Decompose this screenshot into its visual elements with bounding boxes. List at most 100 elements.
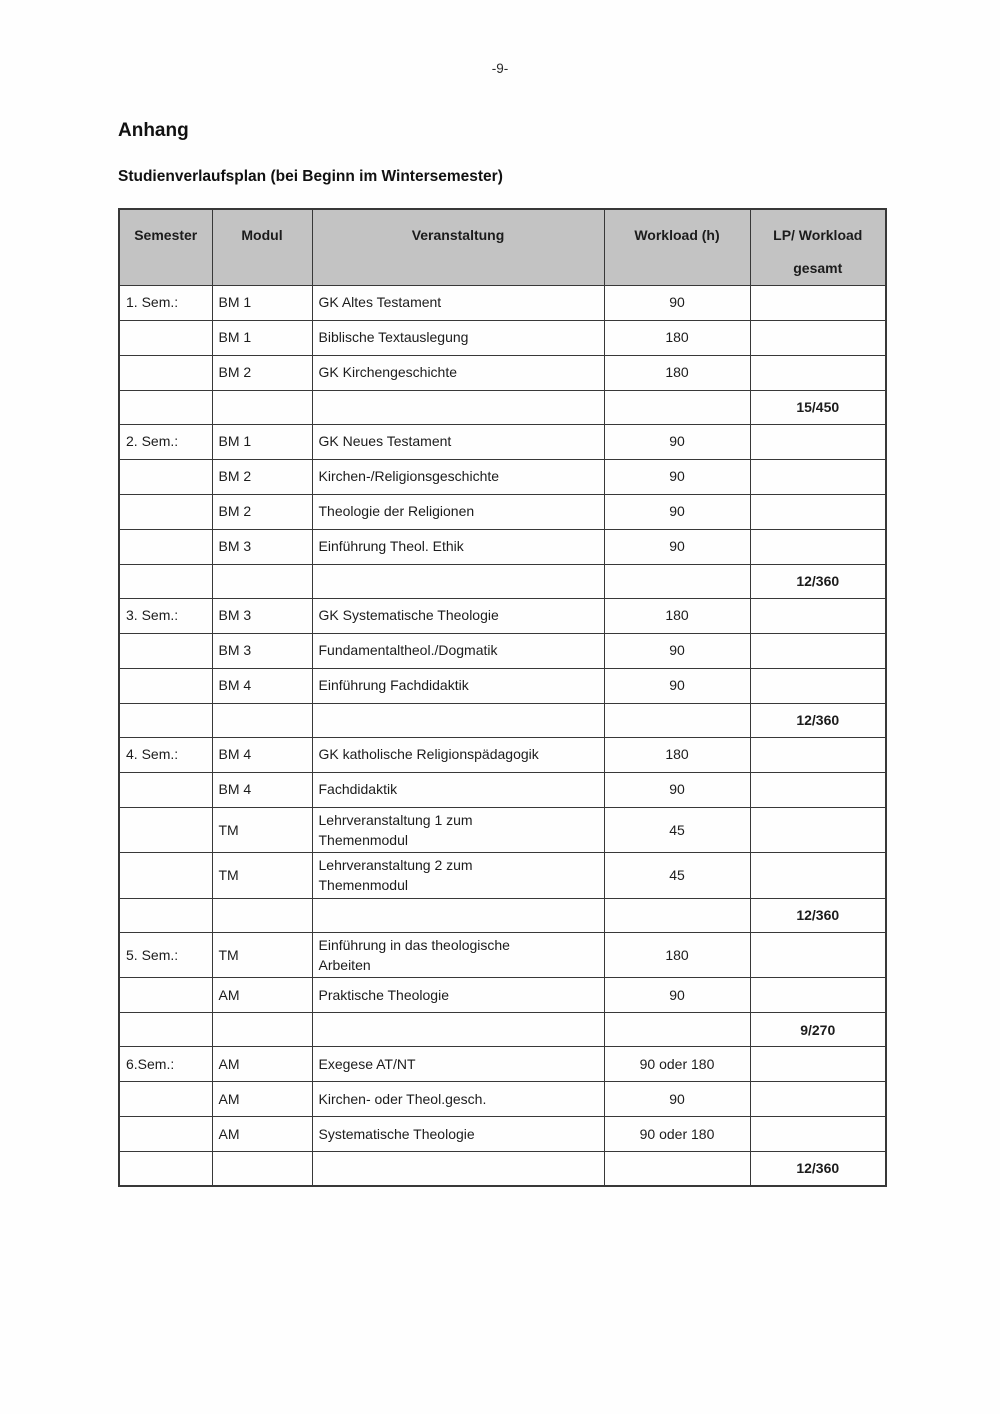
cell-veranstaltung: Kirchen- oder Theol.gesch. (311, 1081, 605, 1118)
cell-workload: 90 oder 180 (603, 1046, 751, 1083)
cell-lp-total: 9/270 (749, 1012, 887, 1048)
cell-workload: 90 (603, 528, 751, 565)
cell-veranstaltung: Einführung Theol. Ethik (311, 528, 605, 565)
cell-semester (118, 897, 213, 933)
cell-modul: AM (211, 977, 313, 1014)
table-row: 1. Sem.: BM 1 GK Altes Testament 90 (118, 284, 887, 321)
table-total-row: 12/360 (118, 702, 887, 738)
cell-semester (118, 1081, 213, 1118)
cell-lp-total (749, 1046, 887, 1083)
cell-veranstaltung: Fachdidaktik (311, 771, 605, 808)
table-row: AM Systematische Theologie 90 oder 180 (118, 1116, 887, 1153)
cell-modul (211, 897, 313, 933)
cell-semester (118, 319, 213, 356)
document-content: Anhang Studienverlaufsplan (bei Beginn i… (0, 120, 1000, 1187)
cell-veranstaltung: Fundamentaltheol./Dogmatik (311, 632, 605, 669)
cell-modul: TM (211, 931, 313, 979)
cell-veranstaltung (311, 1012, 605, 1048)
table-row: 3. Sem.: BM 3 GK Systematische Theologie 18… (118, 597, 887, 634)
cell-lp-total (749, 931, 887, 979)
cell-veranstaltung: Einführung in das theologische Arbeiten (311, 931, 605, 979)
table-row: BM 2 GK Kirchengeschichte 180 (118, 354, 887, 391)
cell-workload: 180 (603, 354, 751, 391)
cell-lp-total: 12/360 (749, 702, 887, 738)
cell-veranstaltung: Kirchen-/Religionsgeschichte (311, 458, 605, 495)
cell-modul (211, 702, 313, 738)
col-header-lp-workload-gesamt: LP/ Workload gesamt (749, 208, 887, 286)
cell-semester (118, 632, 213, 669)
cell-modul (211, 1012, 313, 1048)
page-number: -9- (491, 61, 509, 76)
cell-workload (603, 1012, 751, 1048)
cell-lp-total (749, 1116, 887, 1153)
cell-workload: 90 (603, 632, 751, 669)
cell-veranstaltung (311, 897, 605, 933)
cell-veranstaltung: Biblische Textauslegung (311, 319, 605, 356)
cell-veranstaltung (311, 1151, 605, 1187)
cell-lp-total (749, 852, 887, 899)
cell-veranstaltung: Systematische Theologie (311, 1116, 605, 1153)
cell-modul: BM 4 (211, 771, 313, 808)
cell-lp-total (749, 423, 887, 460)
cell-workload: 90 (603, 284, 751, 321)
table-row: TM Lehrveranstaltung 1 zum Themenmodul 45 (118, 806, 887, 854)
cell-veranstaltung: GK Kirchengeschichte (311, 354, 605, 391)
cell-semester (118, 702, 213, 738)
cell-lp-total: 12/360 (749, 897, 887, 933)
cell-semester: 2. Sem.: (118, 423, 213, 460)
table-row: BM 4 Fachdidaktik 90 (118, 771, 887, 808)
cell-workload: 90 (603, 977, 751, 1014)
cell-semester (118, 528, 213, 565)
cell-semester (118, 563, 213, 599)
cell-modul (211, 1151, 313, 1187)
cell-veranstaltung: GK Systematische Theologie (311, 597, 605, 634)
study-plan-table: Semester Modul Veranstaltung Workload (h… (118, 208, 887, 1187)
cell-lp-total (749, 977, 887, 1014)
cell-workload: 90 (603, 423, 751, 460)
table-row: TM Lehrveranstaltung 2 zum Themenmodul 45 (118, 852, 887, 899)
table-row: BM 2 Kirchen-/Religionsgeschichte 90 (118, 458, 887, 495)
col-header-workload: Workload (h) (603, 208, 751, 286)
cell-modul: BM 4 (211, 736, 313, 773)
cell-modul: BM 1 (211, 423, 313, 460)
cell-lp-total: 12/360 (749, 563, 887, 599)
cell-veranstaltung: GK Altes Testament (311, 284, 605, 321)
table-body: 1. Sem.: BM 1 GK Altes Testament 90 BM 1 Bibl… (118, 284, 887, 1187)
cell-workload (603, 1151, 751, 1187)
cell-workload (603, 702, 751, 738)
cell-modul: BM 4 (211, 667, 313, 704)
table-total-row: 12/360 (118, 1151, 887, 1187)
cell-lp-total (749, 806, 887, 854)
table-row: 4. Sem.: BM 4 GK katholische Religionspäda… (118, 736, 887, 773)
cell-veranstaltung: Lehrveranstaltung 1 zum Themenmodul (311, 806, 605, 854)
cell-veranstaltung (311, 702, 605, 738)
heading-anhang: Anhang (118, 120, 189, 141)
cell-lp-total (749, 458, 887, 495)
cell-modul: BM 1 (211, 319, 313, 356)
table-row: BM 1 Biblische Textauslegung 180 (118, 319, 887, 356)
cell-veranstaltung (311, 563, 605, 599)
cell-semester (118, 1012, 213, 1048)
cell-modul: BM 3 (211, 528, 313, 565)
table-total-row: 12/360 (118, 563, 887, 599)
cell-lp-total: 15/450 (749, 389, 887, 425)
cell-modul: BM 1 (211, 284, 313, 321)
cell-lp-total (749, 736, 887, 773)
cell-semester (118, 771, 213, 808)
cell-modul: BM 2 (211, 354, 313, 391)
table-row: 2. Sem.: BM 1 GK Neues Testament 90 (118, 423, 887, 460)
cell-veranstaltung: Theologie der Religionen (311, 493, 605, 530)
cell-semester: 6.Sem.: (118, 1046, 213, 1083)
table-header-row: Semester Modul Veranstaltung Workload (h… (118, 208, 887, 286)
cell-lp-total: 12/360 (749, 1151, 887, 1187)
cell-workload: 90 (603, 667, 751, 704)
cell-modul: BM 2 (211, 493, 313, 530)
cell-lp-total (749, 528, 887, 565)
table-row: BM 3 Einführung Theol. Ethik 90 (118, 528, 887, 565)
cell-workload: 45 (603, 852, 751, 899)
cell-workload (603, 563, 751, 599)
cell-semester (118, 852, 213, 899)
cell-workload (603, 897, 751, 933)
cell-modul: TM (211, 806, 313, 854)
